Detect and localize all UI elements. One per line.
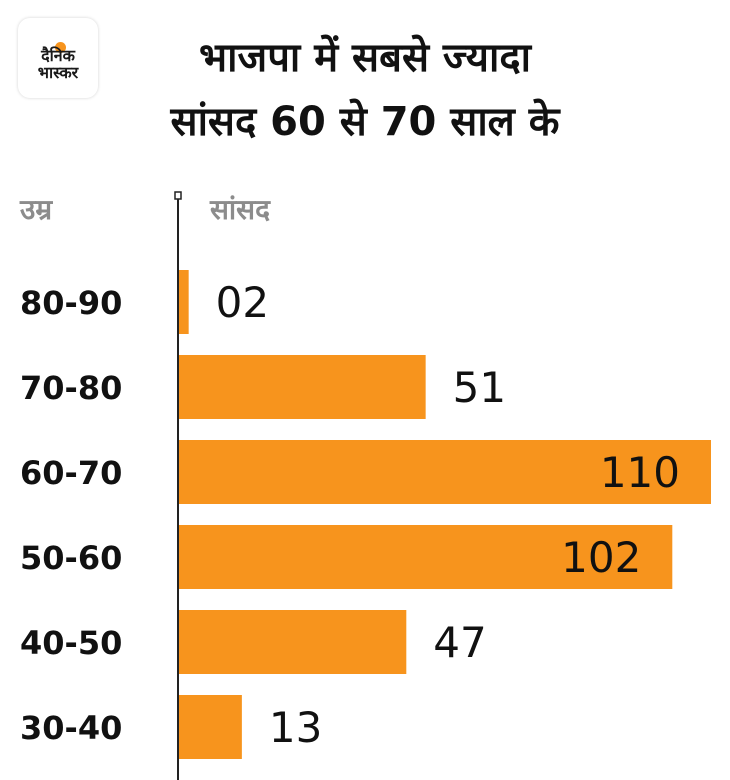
axis-cap	[174, 191, 182, 200]
value-label-70-80: 51	[453, 363, 506, 412]
bar-30-40	[179, 695, 242, 759]
category-label-30-40: 30-40	[20, 709, 122, 747]
category-label-60-70: 60-70	[20, 454, 122, 492]
brand-line-2: भास्कर	[37, 63, 79, 82]
value-label-30-40: 13	[269, 703, 322, 752]
chart-title-line-2: सांसद 60 से 70 साल के	[170, 99, 560, 145]
bar-80-90	[179, 270, 189, 334]
bar-50-60	[179, 525, 673, 589]
value-label-50-60: 102	[561, 533, 641, 582]
chart-title-line-1: भाजपा में सबसे ज्यादा	[199, 35, 531, 81]
brand-logo: दैनिक भास्कर	[18, 18, 98, 98]
sun-icon	[55, 42, 66, 53]
category-column-header: उम्र	[20, 193, 53, 226]
bar-70-80	[179, 355, 426, 419]
value-label-80-90: 02	[216, 278, 269, 327]
value-label-40-50: 47	[433, 618, 486, 667]
category-label-70-80: 70-80	[20, 369, 122, 407]
brand-line-1: दैनिक	[41, 46, 75, 66]
value-column-header: सांसद	[210, 193, 270, 226]
category-label-50-60: 50-60	[20, 539, 122, 577]
value-label-60-70: 110	[600, 448, 680, 497]
bar-60-70	[179, 440, 711, 504]
category-label-80-90: 80-90	[20, 284, 122, 322]
category-label-40-50: 40-50	[20, 624, 122, 662]
bar-40-50	[179, 610, 407, 674]
